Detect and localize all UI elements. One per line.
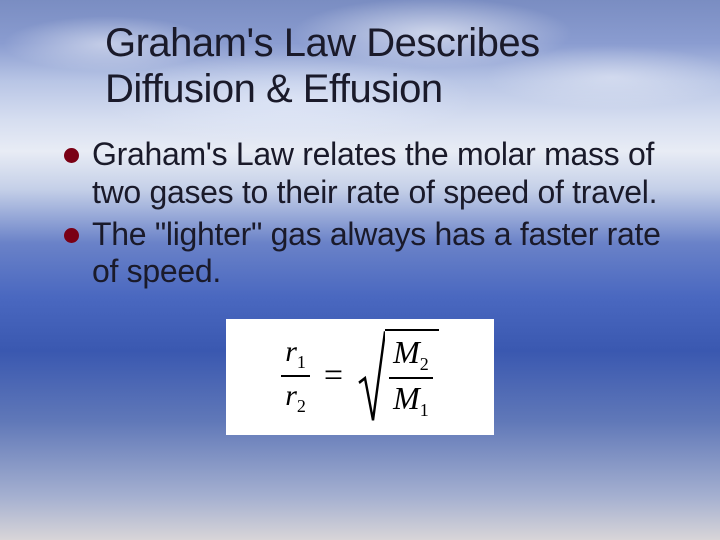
var-r: r [285, 335, 297, 368]
fraction-bar [281, 375, 310, 377]
square-root: M2 M1 [357, 329, 439, 423]
radicand: M2 M1 [385, 329, 439, 423]
numerator-left: r1 [281, 335, 310, 373]
var-r: r [285, 379, 297, 412]
title-line-2: Diffusion & Effusion [105, 67, 443, 111]
title-line-1: Graham's Law Describes [105, 21, 540, 65]
equals-sign: = [324, 357, 343, 395]
denominator-left: r2 [281, 379, 310, 417]
subscript: 1 [420, 400, 429, 420]
subscript: 2 [420, 354, 429, 374]
subscript: 2 [297, 396, 306, 416]
fraction-bar [389, 377, 433, 379]
bullet-text: The "lighter" gas always has a faster ra… [92, 216, 661, 290]
var-M: M [393, 380, 420, 416]
radical-sign [357, 329, 385, 423]
bullet-text: Graham's Law relates the molar mass of t… [92, 136, 657, 210]
bullet-item: Graham's Law relates the molar mass of t… [60, 136, 670, 212]
var-M: M [393, 334, 420, 370]
fraction-right: M2 M1 [389, 335, 433, 421]
denominator-right: M1 [389, 381, 433, 421]
fraction-left: r1 r2 [281, 335, 310, 417]
subscript: 1 [297, 352, 306, 372]
slide-title: Graham's Law Describes Diffusion & Effus… [105, 20, 670, 112]
bullet-list: Graham's Law relates the molar mass of t… [60, 136, 670, 291]
bullet-item: The "lighter" gas always has a faster ra… [60, 216, 670, 292]
formula-image: r1 r2 = M2 M1 [226, 319, 494, 435]
slide-container: Graham's Law Describes Diffusion & Effus… [0, 0, 720, 540]
numerator-right: M2 [389, 335, 433, 375]
